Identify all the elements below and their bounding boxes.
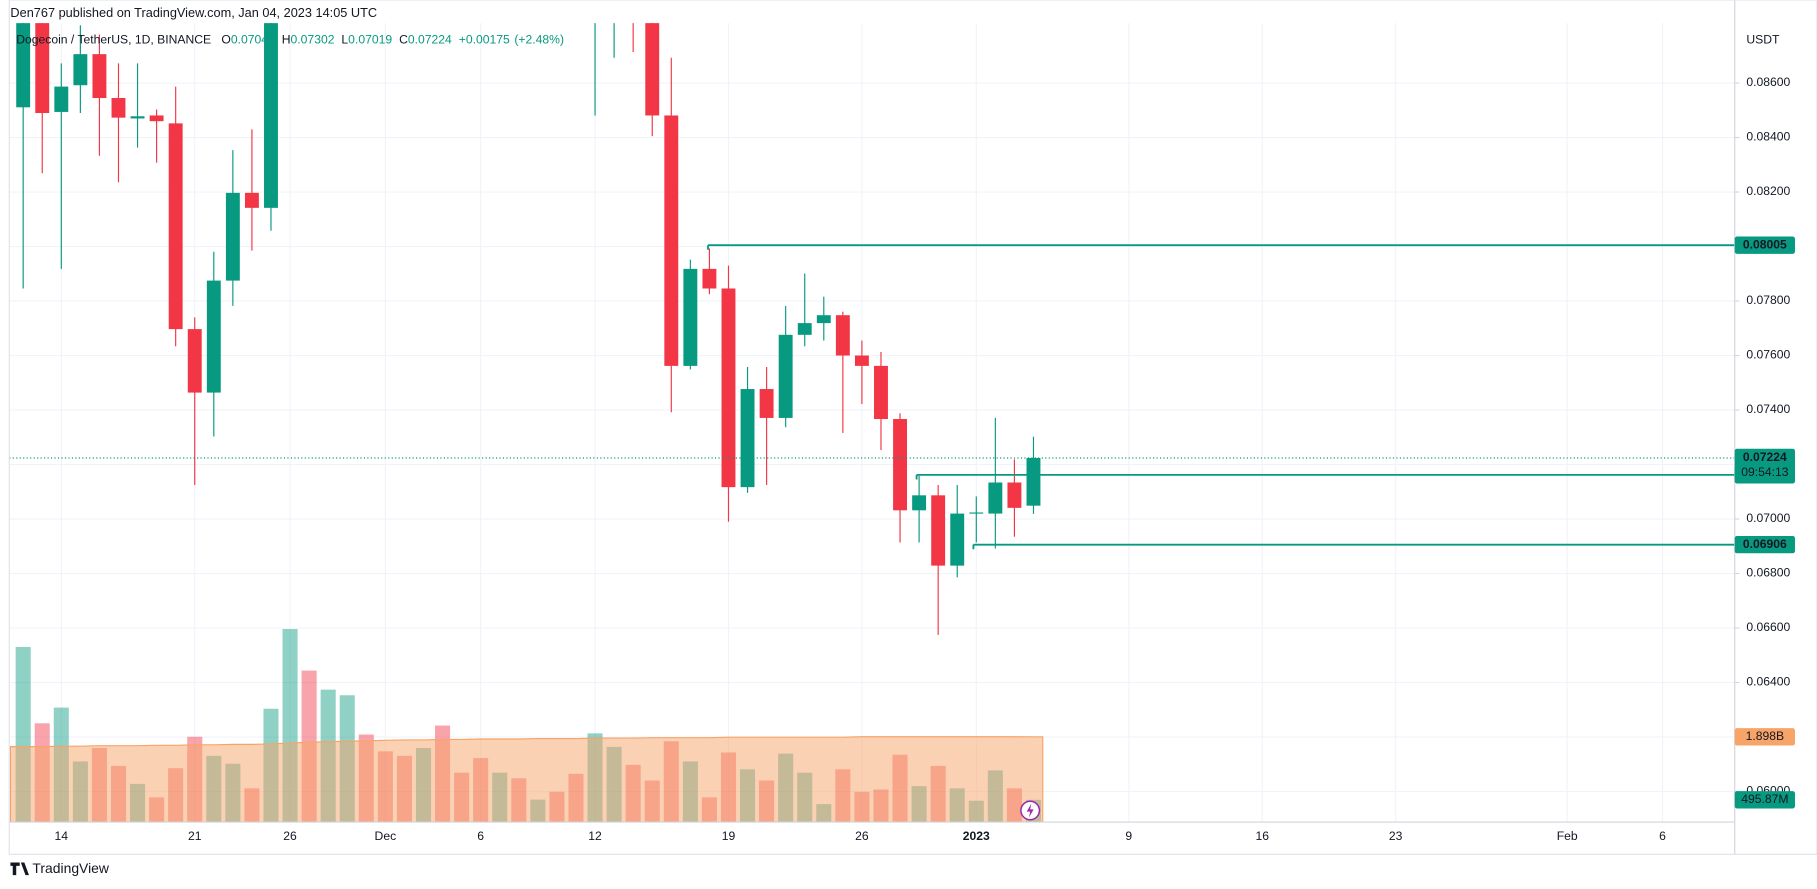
candle-body <box>683 268 698 366</box>
candle-body <box>816 315 831 324</box>
y-tick-label: 0.06600 <box>1746 620 1790 634</box>
ohlc-label: L <box>341 33 348 47</box>
x-tick-label: 9 <box>1125 829 1132 843</box>
candle-body <box>92 54 107 99</box>
ohlc-label: C <box>399 33 408 47</box>
footer-brand: TradingView <box>32 860 109 876</box>
candle-body <box>1026 457 1041 506</box>
legend-line: Dogecoin / TetherUS, 1D, BINANCE O0.0704… <box>16 33 564 47</box>
candle-body <box>35 23 50 114</box>
volume-ma-area <box>9 736 1044 823</box>
level-tag-bg <box>1734 535 1795 554</box>
y-tick-label: 0.07400 <box>1746 402 1790 416</box>
x-tick-label: 21 <box>188 829 202 843</box>
candle-body <box>168 123 183 330</box>
candle-body <box>931 495 946 566</box>
last-price-tag-bg <box>1734 448 1795 483</box>
candle-body <box>740 389 755 488</box>
candle-body <box>244 192 259 208</box>
y-tick-label: 0.07000 <box>1746 511 1790 525</box>
ohlc-value: 0.07019 <box>348 33 392 47</box>
candle-body <box>16 23 31 108</box>
x-tick-label: 19 <box>722 829 736 843</box>
x-tick-label: 12 <box>588 829 602 843</box>
y-tick-label: 0.07600 <box>1746 348 1790 362</box>
candle-body <box>912 495 927 511</box>
last-price-tag: 0.07224 <box>1743 450 1787 464</box>
level-tag-bg <box>1734 236 1795 254</box>
y-tick-label: 0.08600 <box>1746 75 1790 89</box>
candle-body <box>854 355 869 366</box>
candle-body <box>664 115 679 366</box>
x-tick-label: 26 <box>283 829 297 843</box>
candle-body <box>264 23 278 208</box>
candle-body <box>988 482 1003 514</box>
ohlc-value: 0.07224 <box>408 33 452 47</box>
candle-body <box>893 419 907 511</box>
candle-body <box>721 288 736 488</box>
ohlc-value: 0.07049 <box>231 33 275 47</box>
price-unit: USDT <box>1746 33 1780 47</box>
ohlc-label: H <box>282 33 291 47</box>
y-tick-label: 0.06800 <box>1746 566 1790 580</box>
ohlc-value: 0.07302 <box>291 33 335 47</box>
candle-body <box>759 389 774 418</box>
x-tick-label: Dec <box>375 829 397 843</box>
publisher-text: Den767 published on TradingView.com, Jan… <box>10 5 377 20</box>
candle-body <box>130 116 145 119</box>
candle-body <box>206 280 221 393</box>
ohlc: O0.07049 H0.07302 L0.07019 C0.07224 +0.00175… <box>221 33 564 47</box>
volume-ma-tag-bg <box>1734 728 1795 746</box>
y-tick-label: 0.07800 <box>1746 293 1790 307</box>
x-tick-label: 23 <box>1389 829 1403 843</box>
symbol-title: Dogecoin / TetherUS, 1D, BINANCE <box>16 33 211 47</box>
candle-body <box>111 98 126 118</box>
candle-body <box>950 513 965 566</box>
x-tick-label: 26 <box>855 829 869 843</box>
candle-body <box>1007 482 1022 508</box>
levels <box>9 244 1735 550</box>
candle-body <box>835 315 850 356</box>
candle-body <box>149 115 164 122</box>
ohlc-label: O <box>221 33 230 47</box>
x-tick-label: 2023 <box>963 829 990 843</box>
candle-body <box>797 323 812 335</box>
candle-body <box>874 365 888 420</box>
level-tag: 0.08005 <box>1743 237 1787 251</box>
x-tick-label: 14 <box>55 829 69 843</box>
y-tick-label: 0.08200 <box>1746 184 1790 198</box>
candle-body <box>187 329 202 393</box>
volume-ma-tag: 1.898B <box>1746 729 1785 743</box>
candles <box>16 23 1041 635</box>
candle-body <box>702 268 717 289</box>
tv-logo <box>10 862 29 876</box>
volume-pane <box>9 629 1044 823</box>
candle-body <box>225 192 240 281</box>
volume-tag-bg <box>1734 791 1795 809</box>
candle-body <box>778 334 793 418</box>
volume-tag: 495.87M <box>1741 792 1788 806</box>
countdown: 09:54:13 <box>1741 465 1789 479</box>
candle-body <box>73 54 88 86</box>
event-bolt <box>1026 803 1034 818</box>
frame <box>8 0 1817 855</box>
grid <box>9 23 1735 823</box>
y-tick-label: 0.08400 <box>1746 130 1790 144</box>
candle-body <box>54 86 69 112</box>
x-tick-label: 6 <box>477 829 484 843</box>
level-tag: 0.06906 <box>1743 537 1787 551</box>
y-tick-label: 0.06400 <box>1746 675 1790 689</box>
x-tick-label: Feb <box>1557 829 1578 843</box>
change-pct: (+2.48%) <box>514 33 564 47</box>
x-tick-label: 16 <box>1255 829 1269 843</box>
change-value: +0.00175 <box>459 33 510 47</box>
candle-body <box>645 23 660 116</box>
candle-body <box>969 512 984 514</box>
x-tick-label: 6 <box>1659 829 1666 843</box>
price-tags: 0.080050.071620.069060.0722409:54:131.89… <box>1734 236 1795 809</box>
